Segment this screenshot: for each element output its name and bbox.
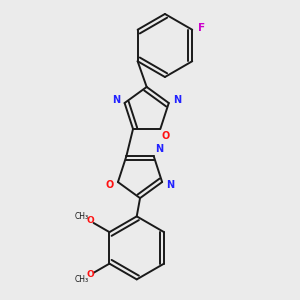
Text: F: F [198,23,205,33]
Text: N: N [167,180,175,190]
Text: O: O [161,131,169,141]
Text: CH₃: CH₃ [75,275,89,284]
Text: N: N [173,95,181,105]
Text: N: N [112,95,120,105]
Text: CH₃: CH₃ [75,212,89,221]
Text: O: O [86,216,94,225]
Text: O: O [105,180,114,190]
Text: N: N [155,144,163,154]
Text: O: O [86,270,94,279]
